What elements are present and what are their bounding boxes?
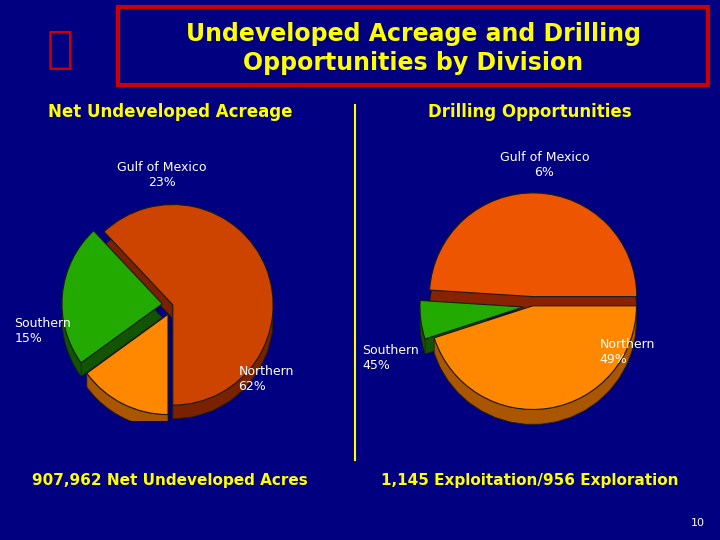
- Text: Opportunities by Division: Opportunities by Division: [243, 51, 583, 75]
- Wedge shape: [104, 218, 273, 419]
- Text: 907,962 Net Undeveloped Acres: 907,962 Net Undeveloped Acres: [32, 472, 308, 488]
- Text: Northern
49%: Northern 49%: [600, 338, 655, 366]
- Polygon shape: [87, 373, 168, 428]
- Wedge shape: [87, 314, 168, 415]
- Polygon shape: [173, 319, 272, 419]
- Wedge shape: [420, 300, 523, 339]
- Text: 🦅: 🦅: [47, 29, 73, 71]
- Wedge shape: [104, 205, 273, 405]
- Bar: [118, 7, 708, 85]
- Wedge shape: [430, 193, 636, 296]
- Wedge shape: [87, 328, 168, 428]
- Polygon shape: [434, 306, 636, 424]
- Wedge shape: [434, 321, 636, 424]
- Wedge shape: [62, 231, 162, 363]
- Text: Gulf of Mexico
23%: Gulf of Mexico 23%: [117, 161, 207, 188]
- Polygon shape: [420, 309, 425, 354]
- Text: Drilling Opportunities: Drilling Opportunities: [428, 103, 632, 121]
- Text: 10: 10: [691, 518, 705, 528]
- Polygon shape: [62, 306, 81, 376]
- Text: Southern
15%: Southern 15%: [14, 318, 71, 345]
- Text: Gulf of Mexico
6%: Gulf of Mexico 6%: [500, 151, 589, 179]
- Wedge shape: [434, 306, 636, 409]
- Wedge shape: [430, 208, 636, 312]
- Text: Undeveloped Acreage and Drilling: Undeveloped Acreage and Drilling: [186, 22, 641, 46]
- Text: 1,145 Exploitation/956 Exploration: 1,145 Exploitation/956 Exploration: [382, 472, 679, 488]
- Wedge shape: [62, 245, 162, 376]
- Text: Southern
45%: Southern 45%: [362, 343, 419, 372]
- Wedge shape: [420, 315, 523, 354]
- Text: Northern
62%: Northern 62%: [238, 365, 294, 393]
- Text: Net Undeveloped Acreage: Net Undeveloped Acreage: [48, 103, 292, 121]
